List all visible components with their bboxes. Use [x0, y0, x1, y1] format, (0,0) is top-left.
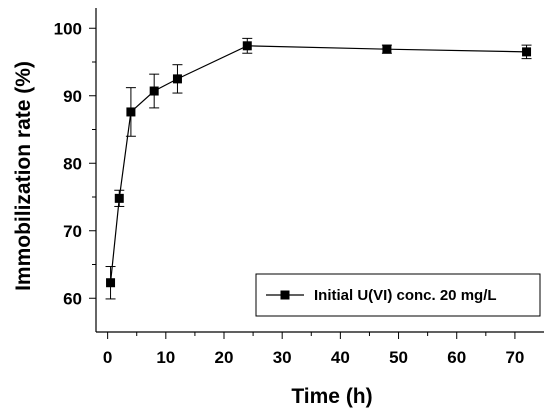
- y-tick-label: 70: [63, 222, 82, 241]
- series-line: [109, 45, 527, 283]
- x-tick-label: 0: [103, 348, 112, 367]
- data-point: [126, 107, 136, 117]
- y-tick-label: 100: [54, 19, 82, 38]
- x-tick-label: 50: [389, 348, 408, 367]
- legend-marker: [280, 290, 290, 300]
- data-point: [242, 41, 252, 51]
- data-point: [106, 278, 116, 288]
- y-axis-ticks: 60 70 80 90 100: [54, 19, 96, 308]
- data-point: [114, 193, 124, 203]
- x-tick-label: 30: [273, 348, 292, 367]
- y-tick-label: 90: [63, 87, 82, 106]
- x-tick-label: 70: [505, 348, 524, 367]
- x-tick-label: 20: [215, 348, 234, 367]
- x-axis-ticks: 0 10 20 30 40 50 60 70: [103, 332, 524, 367]
- legend: Initial U(VI) conc. 20 mg/L: [255, 273, 541, 317]
- data-point: [149, 86, 159, 96]
- x-tick-label: 60: [447, 348, 466, 367]
- x-axis-title: Time (h): [291, 385, 372, 408]
- legend-label: Initial U(VI) conc. 20 mg/L: [314, 287, 497, 304]
- x-tick-label: 10: [156, 348, 175, 367]
- y-axis-title: Immobilization rate (%): [12, 61, 35, 291]
- y-tick-label: 80: [63, 154, 82, 173]
- x-tick-label: 40: [331, 348, 350, 367]
- y-tick-label: 60: [63, 289, 82, 308]
- data-point: [382, 44, 392, 54]
- series-layer: [105, 37, 532, 300]
- data-point: [172, 74, 182, 84]
- data-point: [522, 47, 532, 57]
